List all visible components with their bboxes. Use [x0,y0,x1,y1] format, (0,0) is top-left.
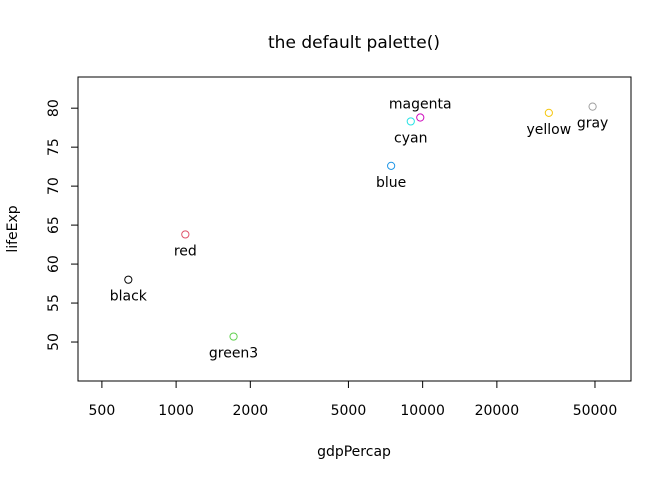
data-point-cyan [406,117,415,126]
point-label-magenta: magenta [389,97,452,113]
y-tick-label: 55 [46,294,62,312]
point-label-green3: green3 [209,346,258,362]
y-tick-label: 80 [46,99,62,117]
point-label-blue: blue [376,175,406,191]
data-points: black red green3 blue cyan magenta yellow gray [110,97,609,362]
y-tick-label: 50 [46,333,62,351]
point-label-black: black [110,289,148,305]
y-axis: 50 55 60 65 70 75 80 [46,99,79,351]
point-label-red: red [174,243,197,259]
x-axis-label: gdpPercap [317,444,391,460]
y-tick-label: 75 [46,138,62,156]
x-tick-label: 1000 [158,403,194,419]
data-point-yellow [544,108,553,117]
data-point-red [181,230,190,239]
data-point-green3 [229,332,238,341]
x-tick-label: 2000 [233,403,269,419]
point-label-gray: gray [577,116,609,132]
chart-title: the default palette() [268,33,440,53]
y-axis-label: lifeExp [5,205,21,252]
data-point-gray [588,102,597,111]
x-tick-label: 50000 [573,403,618,419]
x-tick-label: 5000 [331,403,367,419]
x-tick-label: 500 [89,403,116,419]
x-tick-label: 10000 [400,403,445,419]
data-point-blue [387,161,396,170]
data-point-black [124,275,133,284]
data-point-magenta [416,113,425,122]
point-label-yellow: yellow [526,122,571,138]
x-axis: 500 1000 2000 5000 10000 20000 50000 [89,380,618,419]
y-tick-label: 70 [46,177,62,195]
y-tick-label: 65 [46,216,62,234]
y-tick-label: 60 [46,255,62,273]
x-tick-label: 20000 [475,403,520,419]
point-label-cyan: cyan [394,130,427,146]
